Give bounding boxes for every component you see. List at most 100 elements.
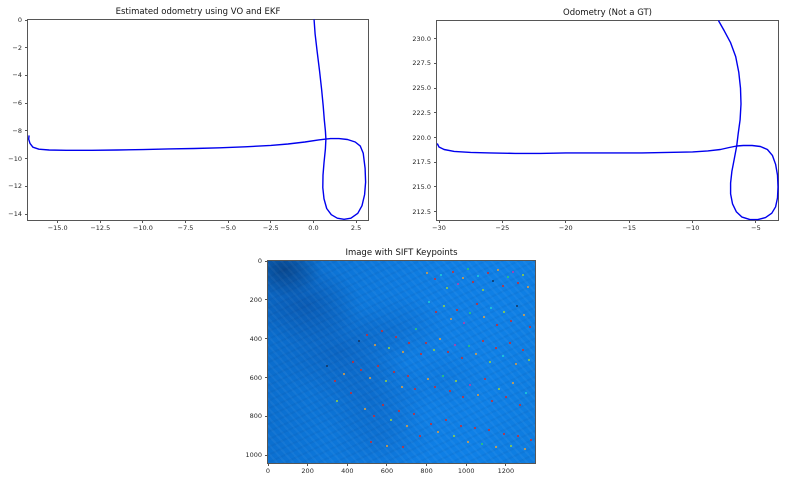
y-tick-mark [25, 130, 28, 132]
sift-keypoint [446, 287, 449, 290]
sift-keypoint [425, 271, 428, 274]
sift-keypoint [506, 275, 509, 278]
x-tick-mark [355, 220, 357, 223]
sift-keypoint [494, 347, 497, 350]
x-tick-mark [270, 220, 272, 223]
y-tick-label: 212.5 [412, 207, 431, 216]
sift-keypoint [484, 378, 487, 381]
sift-keypoint [336, 399, 339, 402]
plot-title-sift: Image with SIFT Keypoints [345, 248, 458, 258]
y-tick-mark [434, 211, 437, 213]
sift-keypoint [405, 425, 408, 428]
sift-keypoint [453, 434, 456, 437]
y-tick-mark [25, 19, 28, 21]
y-tick-label: 227.5 [412, 59, 431, 68]
x-tick-label: 0 [265, 467, 271, 475]
sift-keypoint [445, 419, 448, 422]
sift-underwater-image [268, 261, 535, 463]
sift-keypoint [501, 285, 504, 288]
sift-keypoint [514, 362, 517, 365]
x-tick-mark [312, 220, 314, 223]
y-tick-mark [434, 112, 437, 114]
sift-keypoint [509, 320, 512, 323]
y-tick-label: 0 [17, 16, 22, 24]
sift-keypoint [528, 326, 531, 329]
y-tick-label: 800 [249, 412, 262, 421]
x-tick-mark [426, 463, 428, 466]
x-tick-mark [99, 220, 101, 223]
sift-keypoint [413, 388, 416, 391]
x-tick-label: 1200 [497, 467, 515, 475]
y-tick-label: 400 [249, 334, 262, 343]
sift-keypoint [434, 386, 437, 389]
sift-keypoint [401, 351, 404, 354]
sift-keypoint [366, 333, 369, 336]
sift-keypoint [497, 388, 500, 391]
sift-keypoint [455, 380, 458, 383]
y-tick-mark [434, 87, 437, 89]
y-tick-label: 215.0 [412, 182, 431, 191]
sift-keypoint [385, 444, 388, 447]
sift-keypoint [435, 310, 438, 313]
y-tick-mark [25, 102, 28, 104]
sift-keypoint [502, 310, 505, 313]
sift-keypoint [481, 442, 484, 445]
sift-keypoint [387, 347, 390, 350]
sift-keypoint [526, 286, 529, 289]
sift-keypoint [384, 380, 387, 383]
x-tick-mark [267, 463, 269, 466]
x-tick-mark [57, 220, 59, 223]
x-tick-label: −10.0 [132, 224, 153, 232]
y-tick-mark [434, 137, 437, 139]
sift-keypoint [392, 370, 395, 373]
sift-keypoint [495, 324, 498, 327]
sift-keypoint [496, 268, 499, 271]
x-tick-label: 400 [341, 467, 354, 475]
x-tick-label: 600 [380, 467, 394, 475]
sift-keypoint [504, 395, 507, 398]
y-tick-mark [265, 377, 268, 379]
sift-keypoint [350, 392, 353, 395]
plot-title-odometry: Odometry (Not a GT) [563, 8, 652, 18]
y-tick-mark [434, 186, 437, 188]
sift-keypoint [462, 395, 465, 398]
plot-odometry-not-gt: Odometry (Not a GT) −30 −25 −20 −15 −10 −5 230… [412, 8, 779, 232]
sift-keypoint [397, 409, 400, 412]
sift-keypoint [364, 407, 367, 410]
x-tick-label: −7.5 [177, 224, 194, 232]
sift-keypoint [477, 394, 480, 397]
sift-keypoint [529, 438, 532, 441]
sift-keypoint [352, 361, 355, 363]
sift-keypoint [343, 372, 346, 375]
sift-keypoint [419, 353, 422, 356]
sift-keypoint [509, 444, 512, 447]
y-tick-label: −14 [8, 210, 22, 219]
plot-title-vo-ekf: Estimated odometry using VO and EKF [115, 7, 281, 17]
sift-keypoint [412, 413, 415, 416]
x-tick-mark [755, 220, 757, 223]
sift-keypoint [424, 341, 427, 344]
x-tick-mark [386, 463, 388, 466]
sift-keypoint [463, 322, 466, 325]
sift-keypoint [483, 316, 486, 319]
sift-keypoint [414, 327, 417, 330]
sift-keypoint [487, 271, 490, 274]
y-tick-mark [434, 161, 437, 163]
sift-keypoint [502, 432, 505, 435]
sift-keypoint [472, 281, 475, 284]
x-tick-mark [505, 463, 507, 466]
sift-keypoint [461, 357, 464, 360]
x-tick-label: 1000 [457, 467, 475, 475]
y-tick-mark [434, 62, 437, 64]
y-tick-mark [25, 74, 28, 76]
y-tick-label: −8 [12, 126, 22, 135]
sift-keypoint [374, 343, 377, 346]
sift-keypoint [381, 403, 384, 406]
x-tick-label: −12.5 [90, 224, 111, 232]
x-tick-label: −15.0 [47, 224, 68, 232]
x-tick-mark [565, 220, 567, 223]
sift-keypoint [443, 304, 446, 307]
x-tick-label: −2.5 [262, 224, 279, 232]
x-tick-label: 0.0 [308, 224, 319, 232]
